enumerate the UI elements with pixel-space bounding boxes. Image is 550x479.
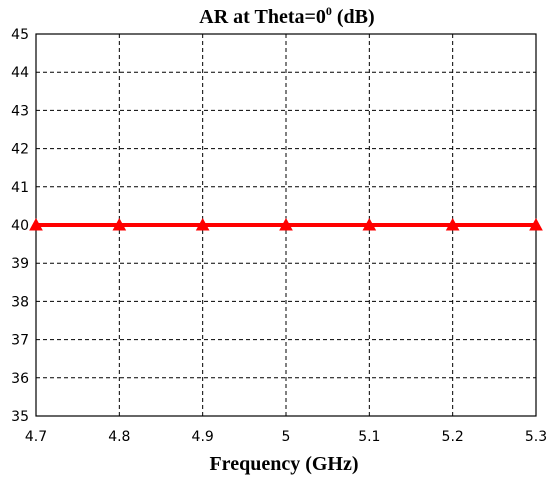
y-tick-label: 41 <box>11 180 29 196</box>
data-point-marker <box>279 217 293 231</box>
data-point-marker <box>29 217 43 231</box>
data-point-marker <box>112 217 127 231</box>
y-tick-label: 37 <box>11 333 29 349</box>
y-axis-ticks: 35 36 37 38 39 40 41 42 43 44 45 <box>11 27 29 425</box>
x-axis-ticks: 4.7 4.8 4.9 5 5.1 5.2 5.3 <box>25 429 547 445</box>
y-tick-label: 38 <box>11 294 29 310</box>
data-point-marker <box>195 217 210 231</box>
y-tick-label: 44 <box>11 65 29 81</box>
chart-title-main: AR at Theta=0 <box>199 6 326 28</box>
series-group <box>29 217 543 231</box>
y-tick-label: 35 <box>11 409 29 425</box>
data-point-marker <box>529 217 543 231</box>
y-tick-label: 40 <box>11 218 29 234</box>
chart-title-superscript: 0 <box>326 4 332 18</box>
chart-title-tail: (dB) <box>332 6 375 28</box>
data-point-marker <box>362 217 377 231</box>
x-tick-label: 4.8 <box>108 429 130 445</box>
y-tick-label: 39 <box>11 256 29 272</box>
data-point-marker <box>445 217 460 231</box>
x-tick-label: 5.3 <box>525 429 547 445</box>
chart-title: AR at Theta=00 (dB) <box>199 4 374 28</box>
x-tick-label: 5.1 <box>358 429 380 445</box>
y-tick-label: 43 <box>11 103 29 119</box>
x-tick-label: 5.2 <box>442 429 464 445</box>
x-axis-label: Frequency (GHz) <box>209 453 358 475</box>
x-tick-label: 4.9 <box>192 429 214 445</box>
y-tick-label: 42 <box>11 142 29 158</box>
x-tick-label: 5 <box>282 429 291 445</box>
y-tick-label: 36 <box>11 371 29 387</box>
y-tick-label: 45 <box>11 27 29 43</box>
x-tick-label: 4.7 <box>25 429 47 445</box>
